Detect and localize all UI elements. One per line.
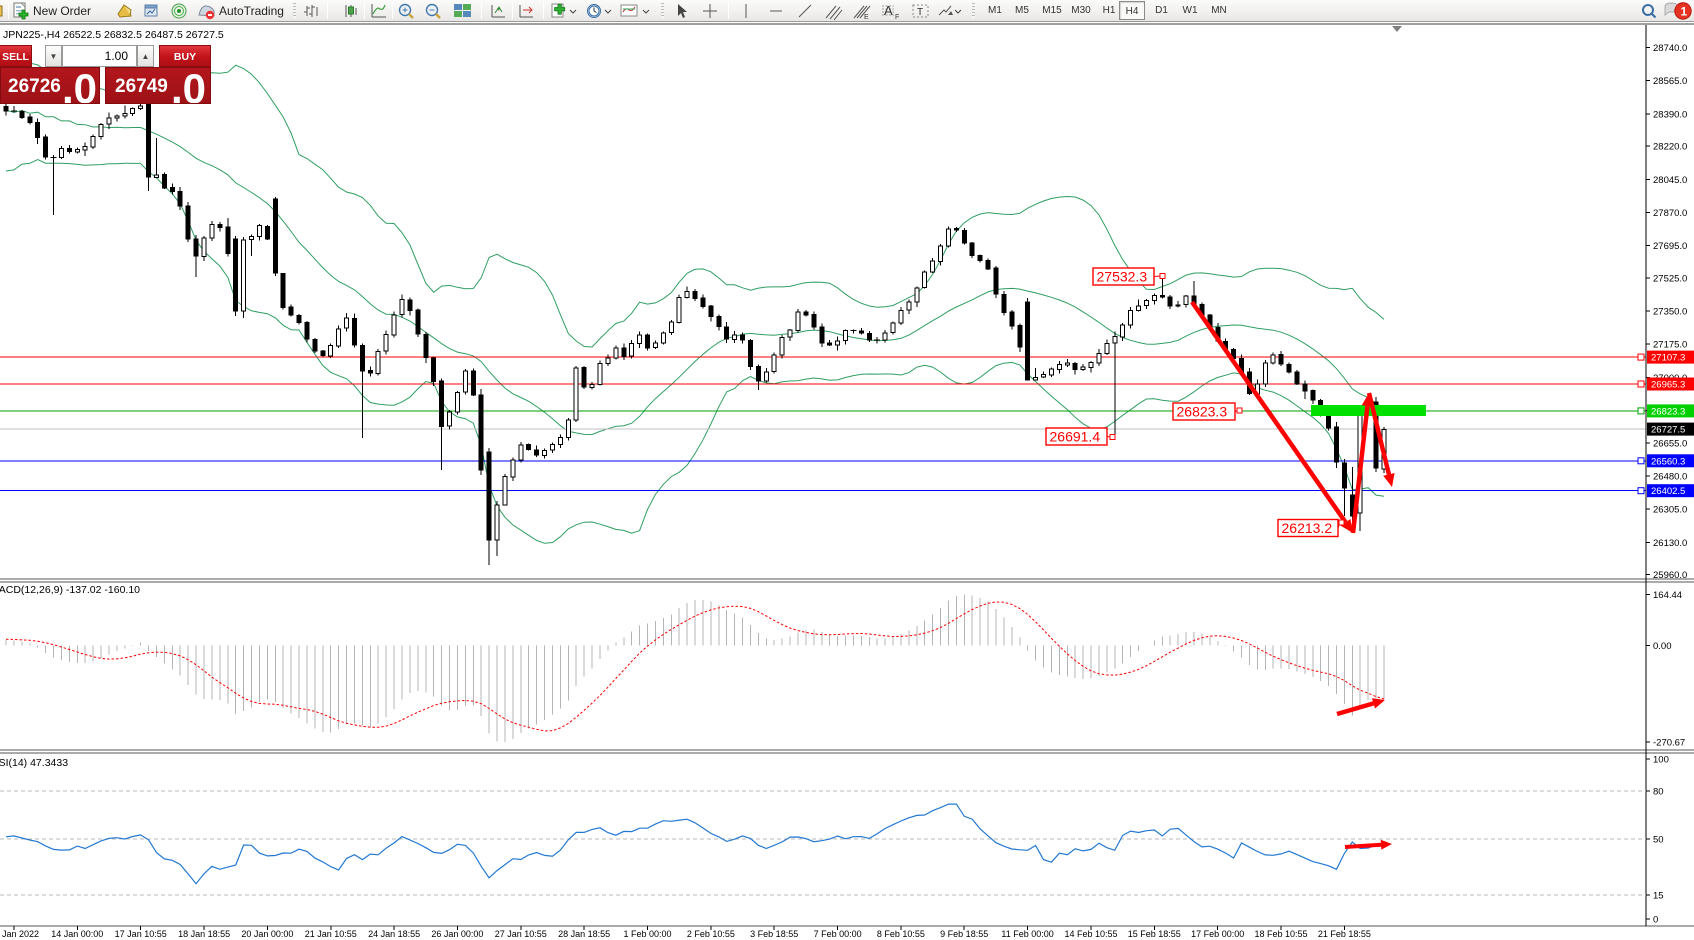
svg-text:JPN225-,H4 26522.5 26832.5 26: JPN225-,H4 26522.5 26832.5 26487.5 26727… <box>3 29 224 41</box>
svg-text:26560.3: 26560.3 <box>1651 456 1685 467</box>
svg-text:2 Feb 10:55: 2 Feb 10:55 <box>687 929 735 939</box>
svg-text:27525.0: 27525.0 <box>1653 273 1687 284</box>
svg-text:28565.0: 28565.0 <box>1653 76 1687 87</box>
svg-text:27107.3: 27107.3 <box>1651 353 1685 364</box>
svg-text:26213.2: 26213.2 <box>1282 520 1333 536</box>
svg-text:15: 15 <box>1653 891 1664 902</box>
svg-text:26 Jan 00:00: 26 Jan 00:00 <box>431 929 483 939</box>
svg-text:3 Feb 18:55: 3 Feb 18:55 <box>750 929 798 939</box>
svg-text:18 Jan 18:55: 18 Jan 18:55 <box>178 929 230 939</box>
svg-text:14 Jan 00:00: 14 Jan 00:00 <box>51 929 103 939</box>
svg-text:0: 0 <box>1653 915 1658 926</box>
svg-text:17 Jan 10:55: 17 Jan 10:55 <box>115 929 167 939</box>
svg-text:8 Feb 10:55: 8 Feb 10:55 <box>877 929 925 939</box>
svg-text:25960.0: 25960.0 <box>1653 570 1687 581</box>
svg-text:26823.3: 26823.3 <box>1177 404 1228 420</box>
svg-text:164.44: 164.44 <box>1653 590 1682 601</box>
svg-text:7 Feb 00:00: 7 Feb 00:00 <box>814 929 862 939</box>
svg-text:21 Jan 10:55: 21 Jan 10:55 <box>305 929 357 939</box>
svg-text:26305.0: 26305.0 <box>1653 505 1687 516</box>
svg-text:T: T <box>917 7 923 18</box>
svg-text:26965.3: 26965.3 <box>1651 380 1685 391</box>
svg-text:1 Feb 00:00: 1 Feb 00:00 <box>623 929 671 939</box>
svg-text:F: F <box>895 14 899 20</box>
svg-text:27350.0: 27350.0 <box>1653 307 1687 318</box>
svg-text:MACD(12,26,9) -137.02 -160.10: MACD(12,26,9) -137.02 -160.10 <box>0 584 140 596</box>
svg-text:-270.67: -270.67 <box>1653 738 1685 749</box>
svg-text:28220.0: 28220.0 <box>1653 142 1687 153</box>
svg-text:14 Feb 10:55: 14 Feb 10:55 <box>1064 929 1117 939</box>
svg-text:27532.3: 27532.3 <box>1097 269 1148 285</box>
svg-text:28045.0: 28045.0 <box>1653 175 1687 186</box>
svg-text:28390.0: 28390.0 <box>1653 109 1687 120</box>
svg-text:11 Feb 00:00: 11 Feb 00:00 <box>1001 929 1053 939</box>
svg-text:100: 100 <box>1653 755 1669 766</box>
svg-text:28 Jan 18:55: 28 Jan 18:55 <box>558 929 610 939</box>
svg-text:27 Jan 10:55: 27 Jan 10:55 <box>495 929 547 939</box>
svg-text:0.00: 0.00 <box>1653 641 1672 652</box>
svg-text:26402.5: 26402.5 <box>1651 486 1685 497</box>
svg-text:28740.0: 28740.0 <box>1653 43 1687 54</box>
svg-text:26480.0: 26480.0 <box>1653 472 1687 483</box>
svg-text:27175.0: 27175.0 <box>1653 340 1687 351</box>
svg-text:26130.0: 26130.0 <box>1653 538 1687 549</box>
svg-text:E: E <box>864 14 869 20</box>
svg-text:26691.4: 26691.4 <box>1050 429 1101 445</box>
svg-text:20 Jan 00:00: 20 Jan 00:00 <box>241 929 293 939</box>
svg-text:17 Feb 00:00: 17 Feb 00:00 <box>1191 929 1244 939</box>
svg-text:80: 80 <box>1653 787 1664 798</box>
svg-text:Jan 2022: Jan 2022 <box>2 929 39 939</box>
svg-text:27870.0: 27870.0 <box>1653 208 1687 219</box>
svg-text:18 Feb 10:55: 18 Feb 10:55 <box>1254 929 1307 939</box>
svg-text:26655.0: 26655.0 <box>1653 438 1687 449</box>
svg-text:9 Feb 18:55: 9 Feb 18:55 <box>940 929 988 939</box>
svg-text:1: 1 <box>1681 4 1688 18</box>
svg-text:27695.0: 27695.0 <box>1653 241 1687 252</box>
svg-text:26823.3: 26823.3 <box>1651 406 1685 417</box>
svg-text:26727.5: 26727.5 <box>1651 425 1685 436</box>
svg-text:24 Jan 18:55: 24 Jan 18:55 <box>368 929 420 939</box>
svg-text:15 Feb 18:55: 15 Feb 18:55 <box>1128 929 1181 939</box>
svg-text:50: 50 <box>1653 835 1664 846</box>
svg-text:21 Feb 18:55: 21 Feb 18:55 <box>1318 929 1371 939</box>
svg-text:RSI(14) 47.3433: RSI(14) 47.3433 <box>0 757 68 769</box>
